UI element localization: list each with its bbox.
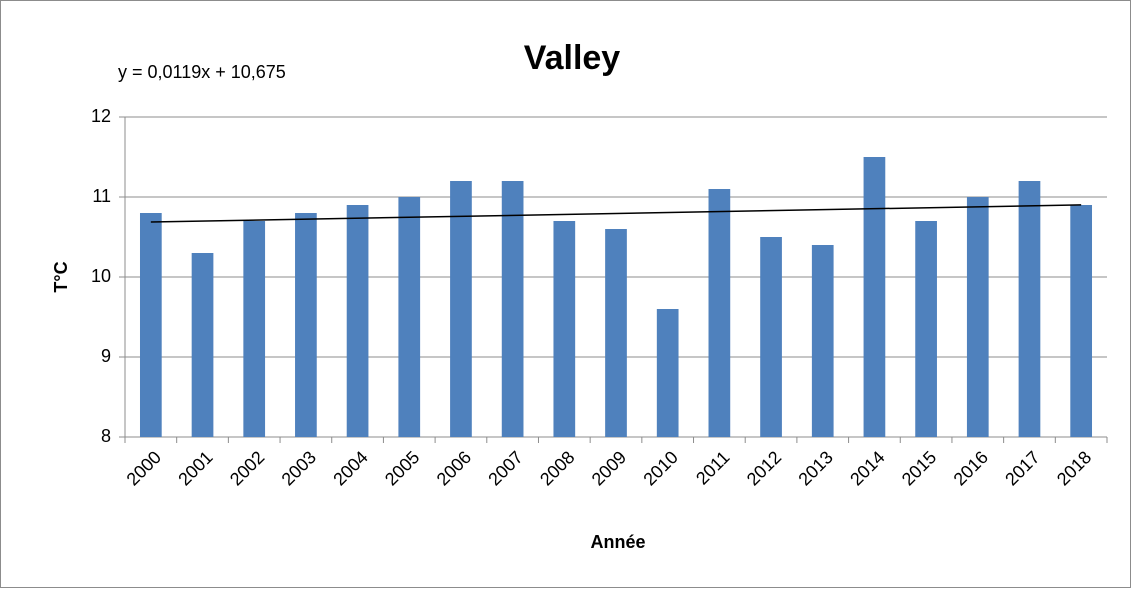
bar (398, 197, 421, 437)
y-axis-label: T°C (51, 261, 71, 292)
bar (139, 213, 162, 437)
bar (501, 181, 524, 437)
trendline (150, 204, 1082, 223)
y-tick-label: 11 (92, 186, 111, 206)
bar (966, 197, 989, 437)
bar (1018, 181, 1041, 437)
bar (760, 237, 782, 437)
bar (863, 157, 886, 437)
bar (553, 221, 576, 437)
bar (915, 221, 937, 437)
x-axis-label: Année (590, 532, 645, 552)
bar (708, 189, 731, 437)
chart-title: Valley (524, 39, 621, 77)
trend-equation: y = 0,0119x + 10,675 (118, 62, 286, 82)
y-tick-label: 12 (91, 106, 111, 126)
bar (191, 253, 214, 437)
bar (811, 245, 834, 437)
bar (295, 213, 317, 437)
bar (656, 309, 679, 437)
y-tick-label: 10 (91, 266, 111, 286)
y-tick-label: 8 (101, 426, 111, 446)
bar (1070, 205, 1093, 437)
y-tick-label: 9 (101, 346, 111, 366)
bar (243, 221, 266, 437)
bar (605, 229, 627, 437)
bar (450, 181, 472, 437)
bar (346, 205, 369, 437)
